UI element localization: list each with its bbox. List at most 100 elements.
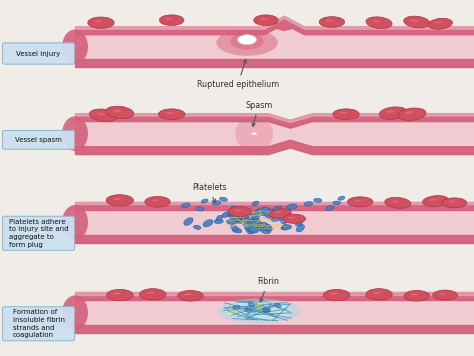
Ellipse shape (231, 225, 238, 231)
Ellipse shape (203, 220, 213, 227)
Ellipse shape (151, 199, 159, 201)
Ellipse shape (319, 17, 345, 27)
Ellipse shape (235, 218, 242, 224)
Ellipse shape (254, 15, 278, 26)
Ellipse shape (242, 216, 249, 220)
Ellipse shape (219, 197, 228, 201)
Ellipse shape (448, 201, 456, 203)
Ellipse shape (235, 115, 273, 152)
Ellipse shape (404, 290, 429, 301)
Text: Formation of
insoluble fibrin
strands and
coagulation: Formation of insoluble fibrin strands an… (12, 309, 64, 338)
Ellipse shape (159, 15, 184, 26)
Ellipse shape (410, 20, 418, 22)
Ellipse shape (247, 226, 258, 233)
Ellipse shape (272, 206, 282, 213)
Ellipse shape (178, 290, 203, 301)
Ellipse shape (270, 209, 281, 215)
Ellipse shape (247, 230, 255, 234)
Ellipse shape (218, 299, 300, 323)
Ellipse shape (113, 293, 121, 295)
Ellipse shape (330, 293, 338, 295)
Ellipse shape (263, 209, 274, 215)
Ellipse shape (262, 207, 269, 211)
Ellipse shape (263, 225, 271, 231)
Ellipse shape (279, 209, 286, 214)
Ellipse shape (256, 209, 267, 216)
Text: Fibrin: Fibrin (257, 277, 279, 302)
Ellipse shape (182, 203, 190, 208)
Ellipse shape (212, 201, 221, 205)
Ellipse shape (263, 308, 269, 312)
Ellipse shape (253, 215, 259, 221)
Ellipse shape (434, 21, 441, 23)
Ellipse shape (272, 211, 282, 215)
Ellipse shape (373, 292, 380, 294)
Ellipse shape (253, 219, 262, 226)
Ellipse shape (62, 30, 88, 64)
Ellipse shape (283, 214, 306, 224)
Ellipse shape (62, 295, 88, 330)
Text: Platelets adhere
to injury site and
aggregate to
form plug: Platelets adhere to injury site and aggr… (9, 219, 68, 248)
Ellipse shape (247, 219, 256, 226)
Ellipse shape (201, 199, 208, 203)
Ellipse shape (269, 209, 291, 218)
Ellipse shape (339, 112, 347, 114)
Ellipse shape (251, 223, 258, 229)
Ellipse shape (275, 210, 287, 216)
Ellipse shape (107, 289, 133, 301)
Ellipse shape (251, 221, 261, 226)
Ellipse shape (62, 205, 88, 240)
Ellipse shape (230, 33, 264, 49)
Ellipse shape (439, 293, 446, 295)
Ellipse shape (196, 207, 204, 211)
Ellipse shape (338, 196, 345, 200)
Ellipse shape (442, 198, 467, 208)
Text: Platelets: Platelets (192, 183, 227, 203)
Ellipse shape (281, 225, 292, 230)
Ellipse shape (354, 200, 362, 201)
FancyBboxPatch shape (2, 307, 74, 341)
Ellipse shape (405, 111, 413, 114)
Ellipse shape (282, 225, 287, 230)
Ellipse shape (214, 219, 223, 224)
Ellipse shape (226, 301, 292, 321)
Ellipse shape (229, 213, 240, 219)
Ellipse shape (113, 110, 121, 112)
Ellipse shape (257, 222, 267, 227)
Ellipse shape (323, 289, 350, 301)
Ellipse shape (232, 228, 242, 233)
Ellipse shape (264, 213, 276, 219)
Ellipse shape (228, 207, 252, 217)
Ellipse shape (429, 199, 437, 201)
Ellipse shape (333, 109, 359, 120)
Ellipse shape (89, 109, 117, 121)
Ellipse shape (113, 198, 121, 200)
Ellipse shape (398, 108, 426, 120)
FancyBboxPatch shape (2, 43, 74, 64)
Ellipse shape (296, 225, 304, 232)
Ellipse shape (263, 308, 271, 312)
Ellipse shape (433, 290, 457, 300)
Ellipse shape (249, 224, 258, 230)
Ellipse shape (386, 110, 394, 113)
Ellipse shape (260, 228, 271, 234)
Ellipse shape (229, 211, 237, 215)
Ellipse shape (304, 201, 313, 206)
Ellipse shape (106, 106, 134, 119)
Ellipse shape (88, 17, 114, 28)
Ellipse shape (428, 18, 453, 29)
Ellipse shape (234, 210, 241, 211)
Text: Ruptured epithelium: Ruptured epithelium (197, 59, 279, 89)
Ellipse shape (272, 213, 282, 219)
Ellipse shape (184, 293, 192, 295)
Ellipse shape (296, 221, 302, 226)
Ellipse shape (145, 197, 170, 207)
Ellipse shape (227, 219, 238, 224)
Ellipse shape (404, 16, 430, 28)
Ellipse shape (325, 206, 334, 210)
Ellipse shape (140, 289, 166, 300)
Ellipse shape (184, 218, 193, 225)
Ellipse shape (289, 217, 295, 219)
Ellipse shape (366, 289, 392, 300)
Ellipse shape (326, 20, 333, 22)
